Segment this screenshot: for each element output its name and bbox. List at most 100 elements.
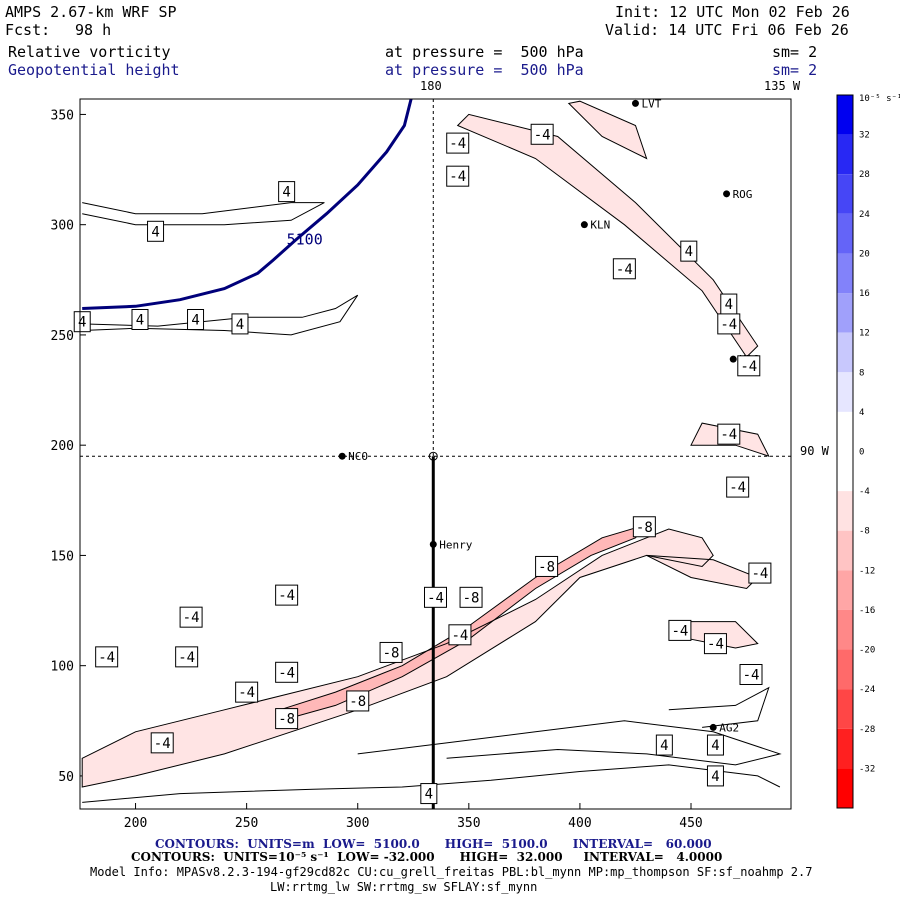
contour-value-label: 4	[720, 293, 738, 315]
svg-text:-4: -4	[707, 637, 724, 653]
contour-value-label: -4	[717, 423, 741, 445]
contour-value-label: -4	[726, 476, 750, 498]
y-tick-label: 200	[51, 439, 74, 454]
footer-model-info: Model Info: MPASv8.2.3-194-gf29cd82c CU:…	[90, 865, 813, 879]
svg-text:4: 4	[282, 185, 290, 201]
field1-smoothing: sm= 2	[772, 43, 818, 61]
contour-value-label: 4	[231, 313, 249, 335]
contour-value-label: -4	[446, 132, 470, 154]
vorticity-contour	[82, 294, 359, 336]
contour-value-label: 4	[680, 240, 698, 262]
contour-value-label: 4	[706, 734, 724, 756]
contour-value-label: -8	[632, 516, 656, 538]
model-title: AMPS 2.67-km WRF SP	[5, 3, 177, 21]
svg-text:-4: -4	[183, 610, 200, 626]
vorticity-contour	[668, 686, 770, 728]
svg-text:-4: -4	[671, 623, 688, 639]
field1-level: at pressure = 500 hPa	[385, 43, 584, 61]
contour-value-label: -4	[530, 123, 554, 145]
vorticity-contour	[82, 202, 325, 226]
contour-value-label: -4	[748, 562, 772, 584]
svg-text:-8: -8	[463, 590, 480, 606]
contour-lines: 5100	[80, 98, 791, 809]
vorticity-contour	[357, 720, 782, 766]
contour-value-label: 4	[655, 734, 673, 756]
svg-text:4: 4	[711, 769, 719, 785]
y-tick-label: 250	[51, 329, 74, 344]
svg-text:4: 4	[236, 317, 244, 333]
svg-text:-4: -4	[98, 650, 115, 666]
contour-value-label: -8	[379, 641, 403, 663]
svg-text:-4: -4	[278, 665, 295, 681]
svg-text:-4: -4	[751, 566, 768, 582]
forecast-label: Fcst:	[5, 21, 51, 39]
svg-text:-4: -4	[278, 588, 295, 604]
svg-text:4: 4	[685, 244, 693, 260]
contour-value-label: -4	[150, 732, 174, 754]
station-label: NCO	[348, 450, 368, 463]
x-tick-label: 200	[124, 816, 147, 831]
field2-level: at pressure = 500 hPa	[385, 61, 584, 79]
y-tick-label: 50	[58, 770, 74, 785]
contour-value-label: -4	[446, 165, 470, 187]
field2-smoothing: sm= 2	[772, 61, 818, 79]
svg-text:-4: -4	[720, 317, 737, 333]
longitude-label-180: 180	[420, 79, 442, 93]
vorticity-patch	[568, 101, 647, 159]
svg-text:-4: -4	[154, 736, 171, 752]
contour-value-label: -4	[424, 586, 447, 608]
footer-model-info-2: LW:rrtmg_lw SW:rrtmg_sw SFLAY:sf_mynn	[270, 880, 538, 894]
axis-ticks: 200 250 300 350 400 450 50 100 150 200 250 300 350	[51, 108, 703, 831]
y-tick-label: 150	[51, 549, 74, 564]
svg-text:-4: -4	[729, 480, 746, 496]
x-tick-label: 300	[346, 816, 369, 831]
svg-text:4: 4	[660, 738, 668, 754]
svg-text:-4: -4	[178, 650, 195, 666]
station-marker	[338, 452, 346, 460]
svg-text:4: 4	[78, 315, 86, 331]
contour-value-label: -4	[703, 633, 727, 655]
svg-text:-4: -4	[452, 628, 469, 644]
vorticity-contour	[456, 113, 759, 358]
x-tick-label: 250	[235, 816, 258, 831]
plot-frame	[79, 98, 792, 810]
svg-text:4: 4	[711, 738, 719, 754]
vorticity-contour	[81, 528, 714, 788]
contour-value-label: -8	[459, 586, 483, 608]
contour-value-label: -4	[235, 681, 259, 703]
svg-text:-8: -8	[538, 559, 555, 575]
station-marker	[723, 190, 731, 198]
forecast-hours: 98 h	[75, 21, 112, 39]
svg-text:4: 4	[136, 312, 144, 328]
svg-text:-4: -4	[427, 590, 444, 606]
vorticity-contour	[690, 422, 770, 458]
contour-value-label: -4	[179, 606, 203, 628]
contour-value-label: -4	[668, 619, 692, 641]
contour-value-label: -4	[175, 646, 199, 668]
station-label: ROG	[733, 188, 753, 201]
contour-value-label: -4	[612, 258, 636, 280]
longitude-label-90w: 90 W	[800, 444, 829, 458]
longitude-label-135w: 135 W	[764, 79, 801, 93]
contour-value-label: -8	[535, 555, 559, 577]
field2-name: Geopotential height	[8, 61, 180, 79]
contour-value-label: -4	[275, 584, 299, 606]
station-marker	[709, 723, 717, 731]
contour-value-label: 4	[706, 765, 724, 787]
height-contour-label: 5100	[287, 231, 323, 249]
x-tick-label: 450	[679, 816, 702, 831]
crosshair-marker	[428, 451, 438, 461]
svg-text:-8: -8	[349, 694, 366, 710]
contour-value-label: 4	[73, 311, 91, 333]
init-time: Init: 12 UTC Mon 02 Feb 26	[615, 3, 850, 21]
contour-value-label: -4	[739, 663, 763, 685]
contour-value-label: 4	[420, 783, 438, 805]
contour-value-label: -8	[275, 708, 299, 730]
svg-text:4: 4	[425, 787, 433, 803]
contour-value-label: -4	[95, 646, 119, 668]
station-marker	[729, 355, 737, 363]
contour-value-label: 4	[278, 181, 296, 203]
vorticity-patch	[646, 555, 758, 589]
x-tick-label: 350	[457, 816, 480, 831]
station-marker	[580, 221, 588, 229]
